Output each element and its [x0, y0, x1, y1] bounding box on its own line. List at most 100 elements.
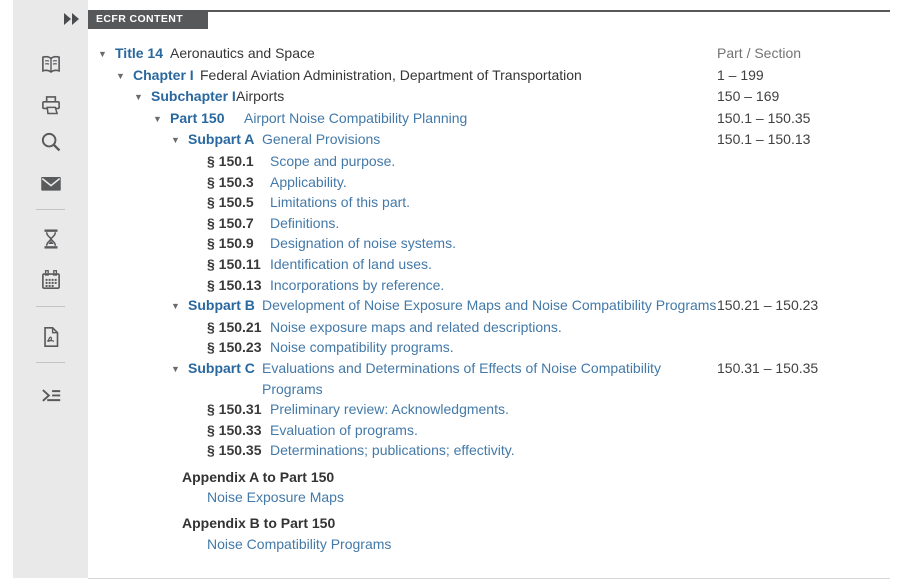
tree-row-main: § 150.33 Evaluation of programs. — [98, 420, 717, 441]
node-label-15035: § 150.35 — [207, 442, 262, 459]
node-title-limitations-of-this-part[interactable]: Limitations of this part. — [270, 194, 411, 211]
node-label-title-14[interactable]: Title 14 — [115, 45, 163, 61]
node-label-chapter-i[interactable]: Chapter I — [133, 66, 194, 83]
double-right-arrow-icon — [64, 13, 79, 25]
tree-row-main: Appendix B to Part 150 — [98, 513, 717, 534]
part-section-range: 1 – 199 — [717, 66, 764, 83]
browse-book-button[interactable] — [38, 52, 64, 78]
part-section-range: 150.31 – 150.35 — [717, 359, 819, 376]
node-label-subpart-b[interactable]: Subpart B — [188, 297, 255, 314]
tree-row-15013: § 150.13 Incorporations by reference. — [98, 275, 899, 296]
tree-row-15021: § 150.21 Noise exposure maps and related … — [98, 317, 899, 338]
node-title-designation-of-noise-systems[interactable]: Designation of noise systems. — [270, 235, 456, 252]
node-label-15013: § 150.13 — [207, 276, 262, 293]
collapse-toggle-icon[interactable]: ▼ — [171, 363, 180, 374]
collapse-panel-button[interactable] — [63, 11, 81, 27]
outline-button[interactable] — [38, 383, 64, 409]
history-button[interactable] — [38, 226, 64, 252]
point-in-time-button[interactable] — [38, 267, 64, 293]
node-title-evaluations-and-determinations-of-effects-of-noise-compatibility-programs[interactable]: Evaluations and Determinations of Effect… — [262, 359, 661, 397]
node-label-part-150[interactable]: Part 150 — [170, 109, 225, 126]
node-label-15021: § 150.21 — [207, 318, 262, 335]
tree-row-main: ▼ Chapter I Federal Aviation Administratio… — [98, 65, 717, 87]
content-tree: ▼ Title 14 Aeronautics and Space Part / Sec… — [98, 43, 899, 554]
node-title-noise-compatibility-programs[interactable]: Noise compatibility programs. — [270, 339, 454, 356]
node-title-development-of-noise-exposure-maps-and-noise-compatibility-programs[interactable]: Development of Noise Exposure Maps and N… — [262, 297, 717, 314]
node-label-15033: § 150.33 — [207, 421, 262, 438]
tree-row-part-150: ▼ Part 150 Airport Noise Compatibility Pla… — [98, 108, 899, 130]
pdf-document-icon — [43, 326, 58, 348]
node-label-subpart-c[interactable]: Subpart C — [188, 359, 255, 376]
tree-row-subpart-c: ▼ Subpart C Evaluations and Determinations… — [98, 358, 899, 399]
pdf-button[interactable] — [38, 324, 64, 350]
search-button[interactable] — [38, 129, 64, 155]
search-icon — [41, 132, 60, 152]
outline-indent-icon — [41, 389, 60, 402]
node-label-1505: § 150.5 — [207, 194, 254, 211]
node-title-determinations-publications-effectivity[interactable]: Determinations; publications; effectivit… — [270, 442, 515, 459]
tree-row-chapter-i: ▼ Chapter I Federal Aviation Administratio… — [98, 65, 899, 87]
tree-row-1505: § 150.5 Limitations of this part. — [98, 192, 899, 213]
tree-row-main: § 150.11 Identification of land uses. — [98, 254, 717, 275]
tree-row-appendix-a-to-part-150: Appendix A to Part 150 — [98, 467, 899, 488]
node-label-subpart-a[interactable]: Subpart A — [188, 131, 255, 148]
tree-row-main: ▼ Subpart C Evaluations and Determinations… — [98, 358, 717, 399]
node-title-definitions[interactable]: Definitions. — [270, 214, 340, 231]
node-title-airport-noise-compatibility-planning[interactable]: Airport Noise Compatibility Planning — [244, 109, 468, 126]
tree-row-main: ▼ Title 14 Aeronautics and Space — [98, 43, 717, 65]
collapse-toggle-icon[interactable]: ▼ — [98, 49, 107, 59]
node-title-federal-aviation-administration-department-of-transportation: Federal Aviation Administration, Departm… — [200, 66, 582, 83]
panel-tab[interactable]: ECFR CONTENT — [88, 10, 208, 29]
hourglass-icon — [44, 229, 57, 249]
sidebar-divider — [36, 209, 65, 210]
tree-row-1509: § 150.9 Designation of noise systems. — [98, 233, 899, 254]
tree-row-1501: § 150.1 Scope and purpose. — [98, 151, 899, 172]
part-section-range: 150.21 – 150.23 — [717, 297, 819, 314]
collapse-toggle-icon[interactable]: ▼ — [116, 70, 125, 81]
part-section-range: 150.1 – 150.13 — [717, 131, 811, 148]
collapse-toggle-icon[interactable]: ▼ — [171, 135, 180, 146]
part-section-range: 150.1 – 150.35 — [717, 109, 811, 126]
node-title-noise-exposure-maps[interactable]: Noise Exposure Maps — [207, 489, 344, 506]
node-title-general-provisions[interactable]: General Provisions — [262, 131, 381, 148]
tree-row-main: § 150.21 Noise exposure maps and related … — [98, 317, 717, 338]
tree-row-main: § 150.35 Determinations; publications; ef… — [98, 440, 717, 461]
node-title-evaluation-of-programs[interactable]: Evaluation of programs. — [270, 421, 418, 438]
tree-row-main: ▼ Subchapter I Airports — [98, 86, 717, 108]
printer-icon — [41, 96, 60, 115]
node-title-applicability[interactable]: Applicability. — [270, 173, 347, 190]
node-title-incorporations-by-reference[interactable]: Incorporations by reference. — [270, 276, 445, 293]
node-title-airports: Airports — [236, 88, 285, 105]
part-section-column-header: Part / Section — [717, 45, 802, 61]
node-title-noise-compatibility-programs[interactable]: Noise Compatibility Programs — [207, 535, 392, 552]
tree-row-main: § 150.9 Designation of noise systems. — [98, 233, 717, 254]
email-button[interactable] — [38, 170, 64, 196]
node-title-identification-of-land-uses[interactable]: Identification of land uses. — [270, 255, 432, 272]
node-title-preliminary-review-acknowledgments[interactable]: Preliminary review: Acknowledgments. — [270, 401, 509, 418]
tree-row-main: § 150.3 Applicability. — [98, 172, 717, 193]
tree-row-main: Noise Compatibility Programs — [98, 534, 717, 555]
node-label-subchapter-i[interactable]: Subchapter I — [151, 88, 236, 105]
node-title-scope-and-purpose[interactable]: Scope and purpose. — [270, 152, 396, 169]
collapse-toggle-icon[interactable]: ▼ — [171, 301, 180, 312]
print-button[interactable] — [38, 92, 64, 118]
sidebar — [13, 0, 88, 578]
book-icon — [41, 55, 60, 73]
node-label-1507: § 150.7 — [207, 214, 254, 231]
tree-row-noise-compatibility-programs: Noise Compatibility Programs — [98, 534, 899, 555]
panel-top-border — [88, 10, 890, 12]
tree-row-15035: § 150.35 Determinations; publications; ef… — [98, 440, 899, 461]
node-title-aeronautics-and-space: Aeronautics and Space — [170, 45, 315, 61]
tree-row-main: § 150.23 Noise compatibility programs. — [98, 337, 717, 358]
node-label-1501: § 150.1 — [207, 152, 254, 169]
collapse-toggle-icon[interactable]: ▼ — [134, 92, 143, 103]
node-title-noise-exposure-maps-and-related-descriptions[interactable]: Noise exposure maps and related descript… — [270, 318, 562, 335]
tree-row-appendix-b-to-part-150: Appendix B to Part 150 — [98, 513, 899, 534]
collapse-toggle-icon[interactable]: ▼ — [153, 113, 162, 124]
tree-row-15011: § 150.11 Identification of land uses. — [98, 254, 899, 275]
mail-icon — [40, 177, 61, 191]
tree-row-main: ▼ Subpart B Development of Noise Exposure … — [98, 295, 717, 317]
part-section-range: 150 – 169 — [717, 88, 780, 105]
tree-row-title-14: ▼ Title 14 Aeronautics and Space Part / Sec… — [98, 43, 899, 65]
